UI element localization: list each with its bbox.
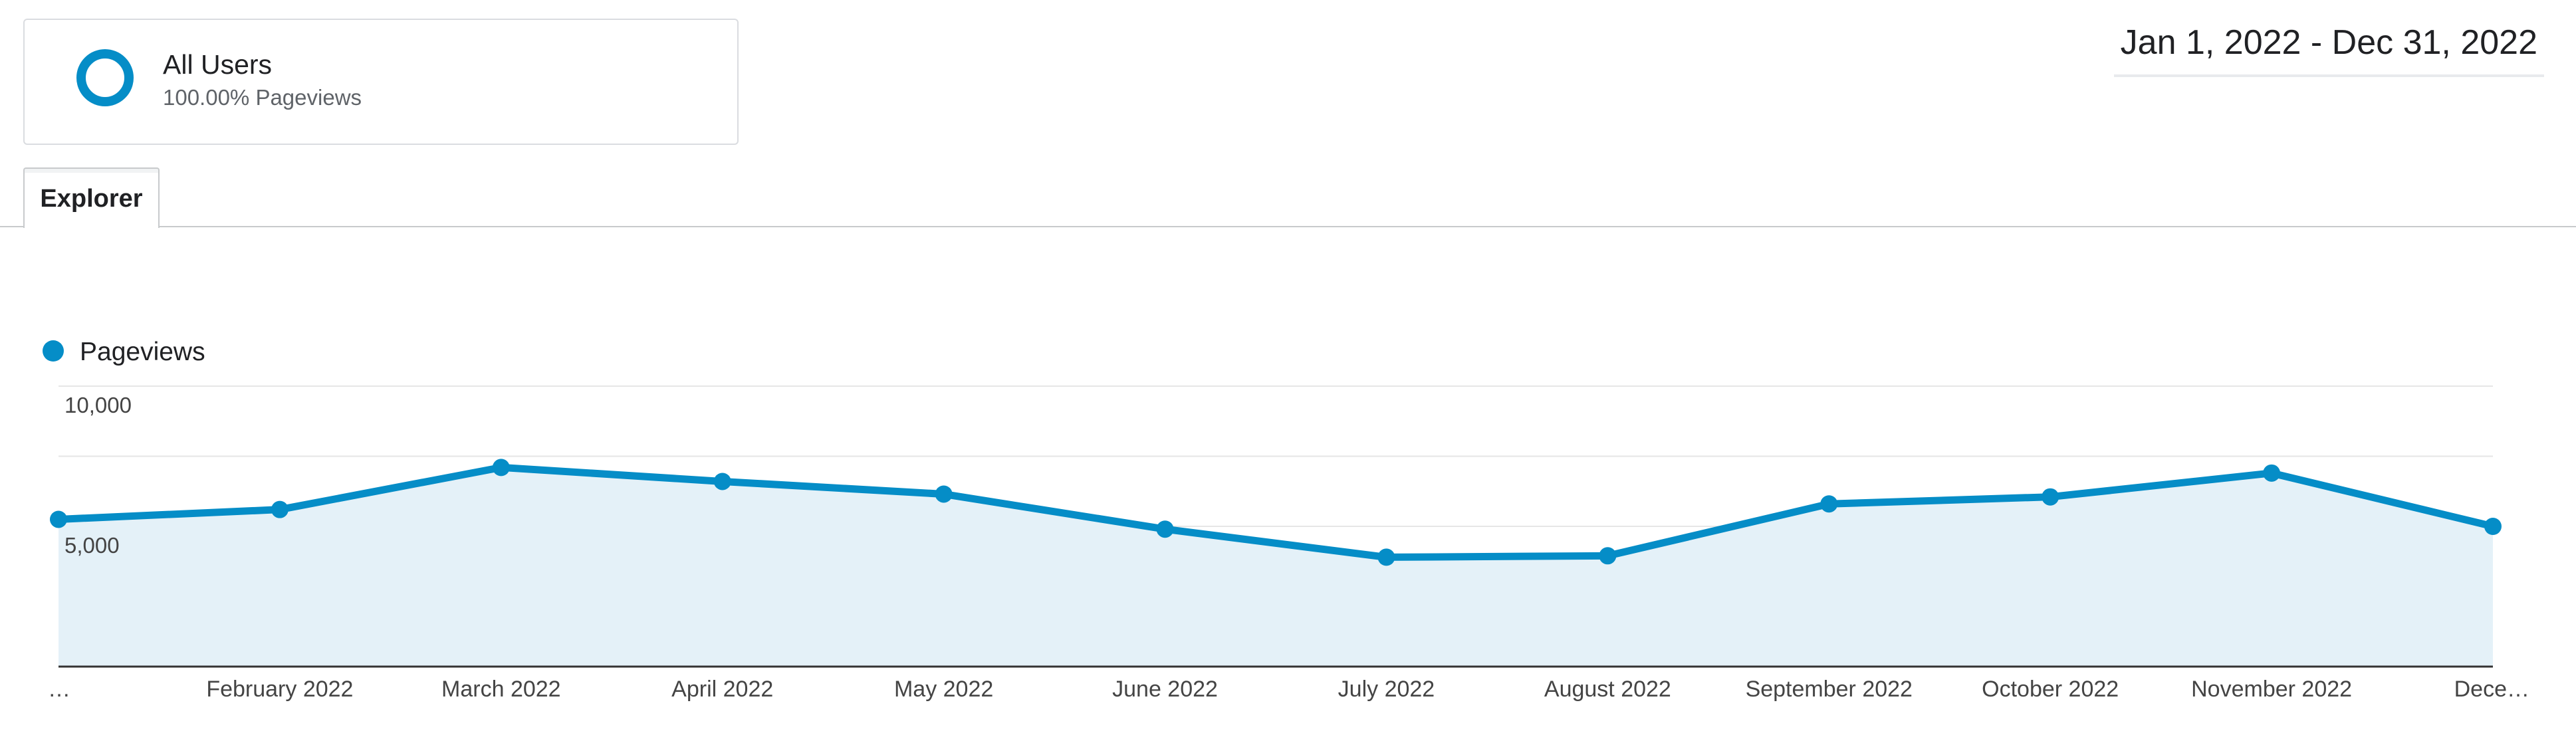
x-tick-label: July 2022 — [1338, 677, 1435, 702]
x-tick-label: March 2022 — [441, 677, 561, 702]
data-point-8 — [1599, 547, 1617, 565]
x-tick-label: … — [48, 677, 70, 702]
x-tick-label: May 2022 — [894, 677, 993, 702]
x-tick-label: April 2022 — [671, 677, 773, 702]
data-point-2 — [271, 500, 289, 518]
series-line-pageviews — [55, 463, 2497, 561]
legend-label-pageviews: Pageviews — [80, 338, 205, 366]
data-point-1 — [50, 510, 67, 528]
segment-name: All Users — [163, 49, 273, 80]
data-point-11 — [2263, 464, 2281, 482]
y-tick-label: 5,000 — [64, 533, 120, 558]
x-tick-label: November 2022 — [2191, 677, 2352, 702]
tab-bar-divider — [0, 226, 2576, 227]
x-tick-label: February 2022 — [206, 677, 353, 702]
data-point-6 — [1156, 520, 1174, 538]
data-point-5 — [935, 485, 953, 503]
x-tick-label: June 2022 — [1112, 677, 1218, 702]
data-point-7 — [1377, 548, 1395, 566]
pageviews-chart: 10,000 5,000 … February 2022 March 2022 April… — [48, 385, 2529, 702]
segment-card[interactable]: All Users 100.00% Pageviews — [23, 19, 739, 145]
tab-explorer[interactable]: Explorer — [23, 167, 160, 228]
data-point-10 — [2042, 488, 2059, 506]
segment-subtitle: 100.00% Pageviews — [163, 85, 362, 110]
series-area-pageviews — [59, 467, 2493, 667]
data-point-3 — [492, 459, 510, 477]
data-point-4 — [713, 473, 731, 490]
date-range-selector[interactable]: Jan 1, 2022 - Dec 31, 2022 — [2113, 23, 2544, 77]
segment-ring-icon — [76, 49, 134, 106]
x-tick-label: October 2022 — [1982, 677, 2119, 702]
data-point-9 — [1820, 495, 1838, 513]
x-tick-label: Dece… — [2454, 677, 2529, 702]
x-tick-label: September 2022 — [1746, 677, 1913, 702]
y-tick-label: 10,000 — [64, 393, 132, 417]
legend-swatch-pageviews — [43, 340, 64, 362]
x-tick-label: August 2022 — [1544, 677, 1671, 702]
data-point-12 — [2484, 518, 2502, 535]
